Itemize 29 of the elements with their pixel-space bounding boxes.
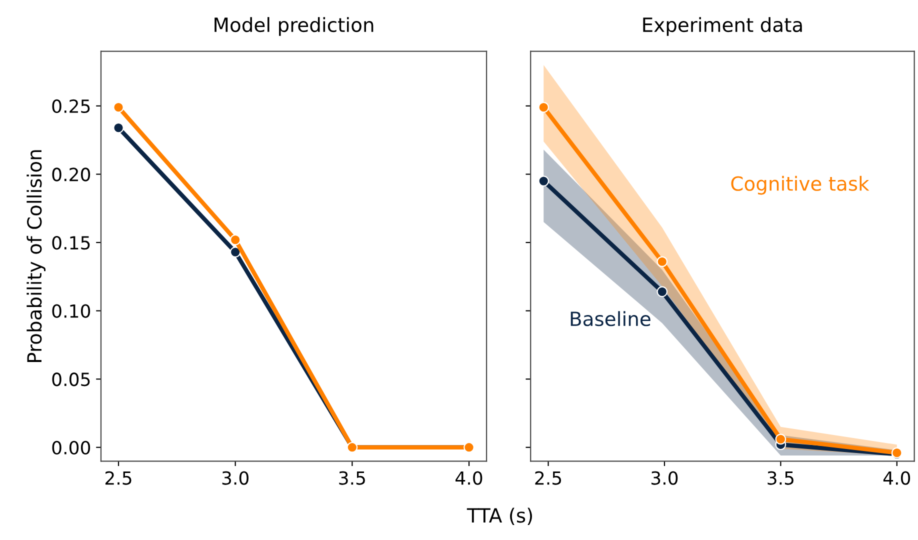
y-tick-label: 0.10 xyxy=(52,304,90,318)
y-tick-label: 0.20 xyxy=(52,168,90,182)
text: Cognitive task xyxy=(731,176,870,195)
point xyxy=(656,286,668,298)
y-tick-label: 0.25 xyxy=(52,99,90,114)
point xyxy=(230,234,241,246)
chart-title: Experiment data xyxy=(643,17,802,36)
x-tick-label: 4.0 xyxy=(883,471,910,485)
point xyxy=(775,434,786,445)
point xyxy=(656,256,668,268)
x-tick-label: 3.0 xyxy=(222,471,248,485)
point xyxy=(113,122,124,134)
x-tick-label: 3.0 xyxy=(651,471,678,485)
y-tick-label: 0.05 xyxy=(52,372,90,386)
point xyxy=(538,102,550,113)
y-tick-label: 0.00 xyxy=(52,440,90,454)
y-axis-title: Probability of Collision xyxy=(26,150,46,362)
y-tick-label: 0.15 xyxy=(52,236,90,250)
x-tick-label: 2.5 xyxy=(105,471,132,485)
x-axis-title: TTA (s) xyxy=(466,508,532,526)
x-tick-label: 3.5 xyxy=(768,471,794,485)
x-tick-label: 3.5 xyxy=(339,471,365,485)
point xyxy=(230,246,241,258)
series-label: Baseline xyxy=(570,311,650,326)
x-tick-label: 2.5 xyxy=(535,471,562,485)
point xyxy=(538,176,550,186)
point xyxy=(113,102,124,113)
x-tick-label: 4.0 xyxy=(456,471,482,485)
chart-title: Model prediction xyxy=(214,17,374,36)
